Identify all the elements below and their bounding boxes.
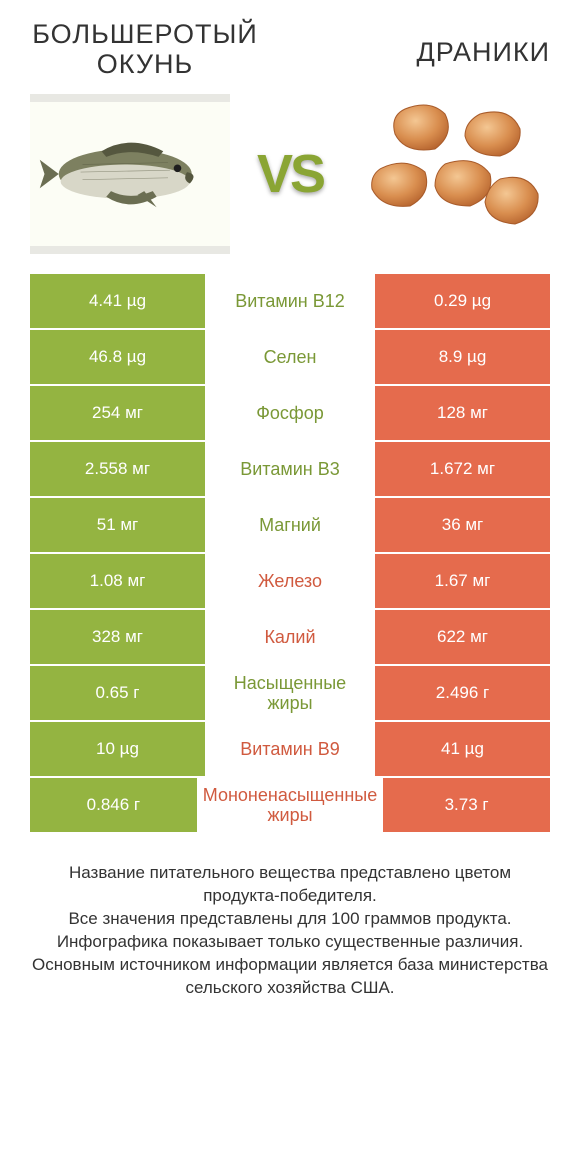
value-right: 36 мг: [375, 498, 550, 552]
value-right: 8.9 µg: [375, 330, 550, 384]
images-row: VS: [0, 89, 580, 274]
fish-icon: [35, 114, 225, 234]
footer-notes: Название питательного вещества представл…: [0, 834, 580, 1000]
value-right: 1.672 мг: [375, 442, 550, 496]
value-left: 1.08 мг: [30, 554, 205, 608]
value-left: 46.8 µg: [30, 330, 205, 384]
nutrient-name: Магний: [205, 498, 375, 552]
value-right: 0.29 µg: [375, 274, 550, 328]
value-left: 51 мг: [30, 498, 205, 552]
vs-label: VS: [257, 143, 323, 205]
food-left-image: [30, 94, 230, 254]
table-row: 0.65 гНасыщенные жиры2.496 г: [30, 666, 550, 720]
value-right: 41 µg: [375, 722, 550, 776]
nutrient-table: 4.41 µgВитамин B120.29 µg46.8 µgСелен8.9…: [0, 274, 580, 832]
nutrient-name: Фосфор: [205, 386, 375, 440]
value-left: 10 µg: [30, 722, 205, 776]
nutrient-name: Насыщенные жиры: [205, 666, 375, 720]
nutrient-name: Витамин B3: [205, 442, 375, 496]
nutrient-name: Витамин B12: [205, 274, 375, 328]
nutrient-name: Железо: [205, 554, 375, 608]
footer-line: Основным источником информации является …: [30, 954, 550, 1000]
food-right-title: ДРАНИКИ: [416, 38, 550, 68]
value-right: 3.73 г: [383, 778, 550, 832]
value-left: 0.846 г: [30, 778, 197, 832]
nutrient-name: Селен: [205, 330, 375, 384]
table-row: 328 мгКалий622 мг: [30, 610, 550, 664]
pancakes-icon: [350, 94, 550, 254]
footer-line: Название питательного вещества представл…: [30, 862, 550, 908]
table-row: 51 мгМагний36 мг: [30, 498, 550, 552]
nutrient-name: Калий: [205, 610, 375, 664]
value-left: 254 мг: [30, 386, 205, 440]
value-right: 1.67 мг: [375, 554, 550, 608]
table-row: 46.8 µgСелен8.9 µg: [30, 330, 550, 384]
table-row: 0.846 гМононенасыщенные жиры3.73 г: [30, 778, 550, 832]
footer-line: Все значения представлены для 100 граммо…: [30, 908, 550, 931]
food-right-image: [350, 94, 550, 254]
table-row: 1.08 мгЖелезо1.67 мг: [30, 554, 550, 608]
footer-line: Инфографика показывает только существенн…: [30, 931, 550, 954]
nutrient-name: Мононенасыщенные жиры: [197, 778, 383, 832]
value-left: 2.558 мг: [30, 442, 205, 496]
value-left: 328 мг: [30, 610, 205, 664]
nutrient-name: Витамин B9: [205, 722, 375, 776]
header: БОЛЬШЕРОТЫЙ ОКУНЬ ДРАНИКИ: [0, 0, 580, 89]
table-row: 10 µgВитамин B941 µg: [30, 722, 550, 776]
food-left-title: БОЛЬШЕРОТЫЙ ОКУНЬ: [30, 20, 260, 79]
value-right: 622 мг: [375, 610, 550, 664]
value-left: 4.41 µg: [30, 274, 205, 328]
table-row: 4.41 µgВитамин B120.29 µg: [30, 274, 550, 328]
value-right: 128 мг: [375, 386, 550, 440]
value-left: 0.65 г: [30, 666, 205, 720]
table-row: 2.558 мгВитамин B31.672 мг: [30, 442, 550, 496]
table-row: 254 мгФосфор128 мг: [30, 386, 550, 440]
value-right: 2.496 г: [375, 666, 550, 720]
